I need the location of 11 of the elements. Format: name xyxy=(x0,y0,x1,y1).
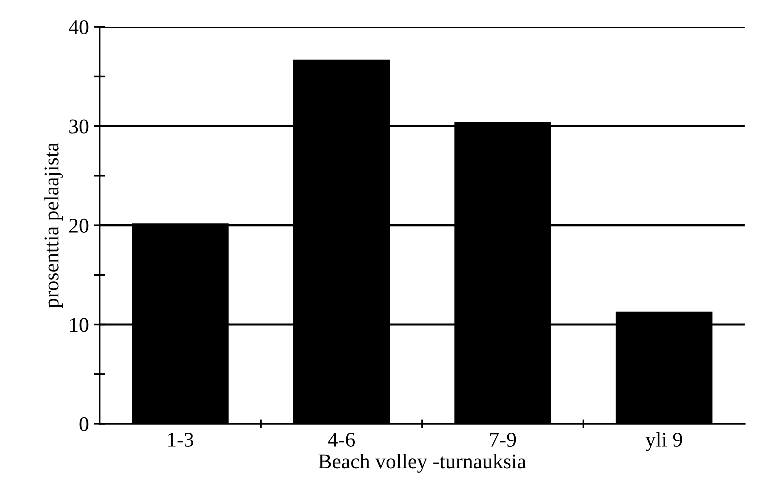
y-tick-label: 30 xyxy=(70,120,89,134)
x-tick-label: 7-9 xyxy=(490,432,516,447)
x-tick-label: yli 9 xyxy=(646,432,682,452)
x-axis-title: Beach volley -turnauksia xyxy=(318,454,526,473)
y-axis-title: prosenttia pelaajista xyxy=(44,142,64,308)
y-tick-label: 10 xyxy=(70,318,89,332)
y-tick-label: 0 xyxy=(80,417,89,432)
x-tick-label: 4-6 xyxy=(328,432,356,447)
y-tick-label: 40 xyxy=(68,20,89,35)
y-tick-label: 20 xyxy=(70,218,89,233)
x-tick-label: 1-3 xyxy=(168,432,194,447)
